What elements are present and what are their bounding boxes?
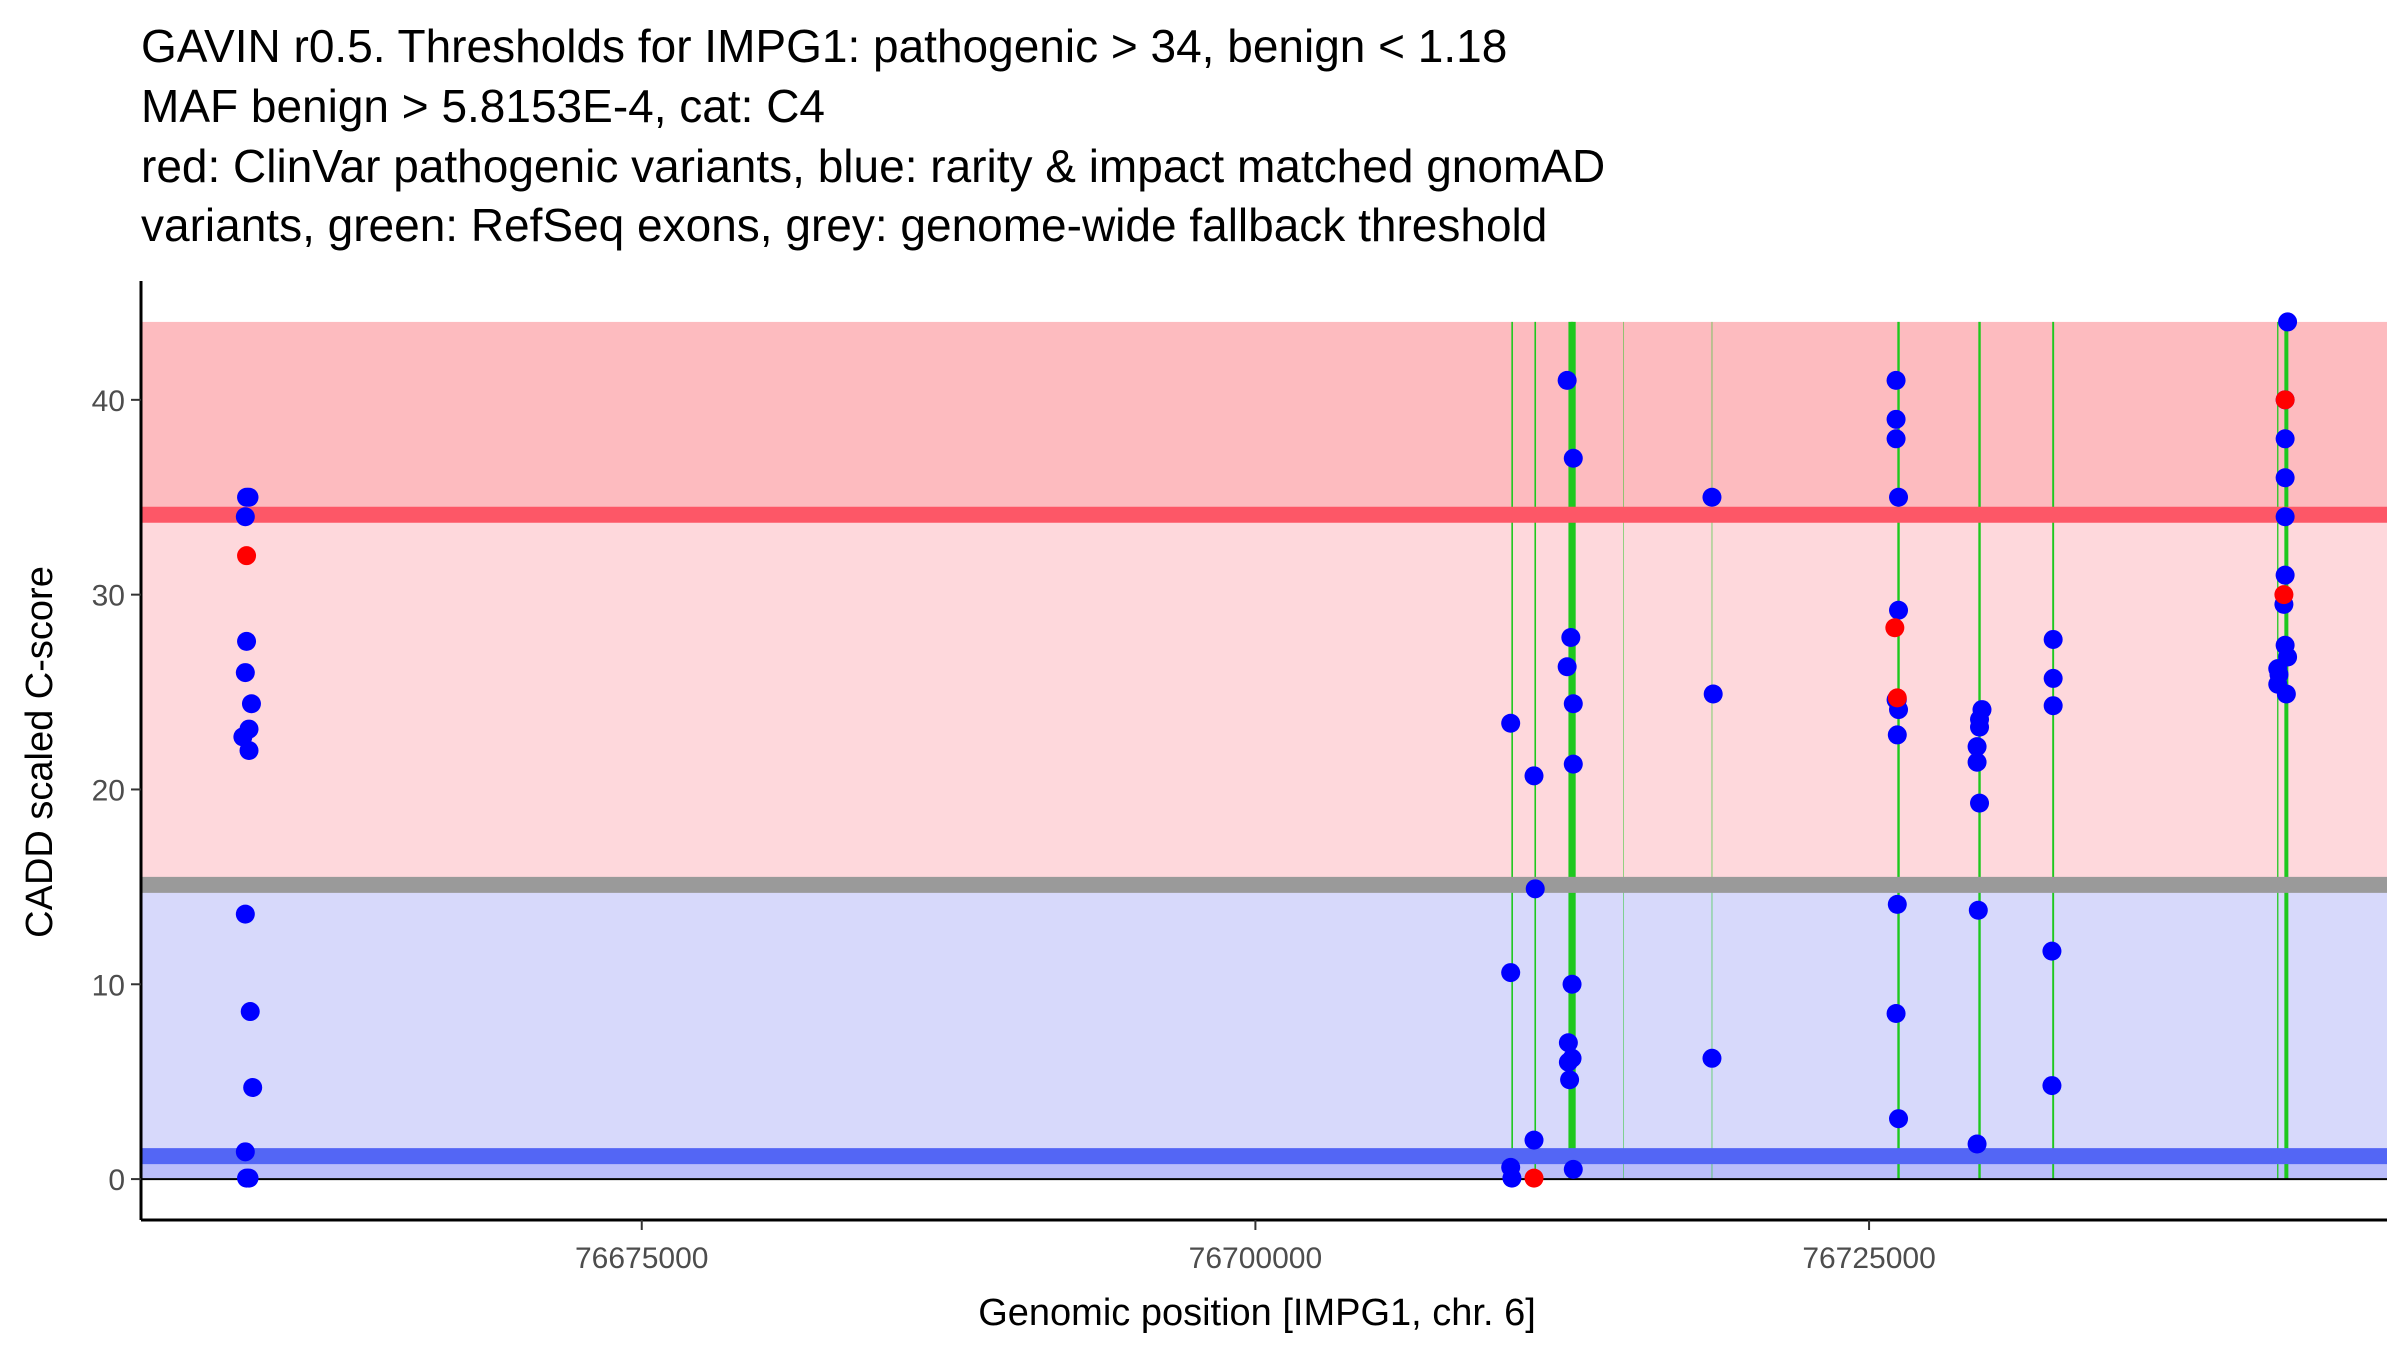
- gnomad-point: [237, 631, 257, 651]
- gnomad-point: [1702, 487, 1722, 507]
- gnomad-point: [1562, 974, 1582, 994]
- benign-zone: [141, 886, 2387, 1157]
- gnomad-point: [2042, 1076, 2062, 1096]
- gnomad-point: [1558, 1033, 1578, 1053]
- gnomad-point: [235, 507, 255, 527]
- gnomad-point: [1889, 487, 1909, 507]
- gnomad-point: [1968, 900, 1988, 920]
- gnomad-point: [1886, 1003, 1906, 1023]
- gnomad-point: [239, 741, 259, 760]
- clinvar-point: [2274, 585, 2294, 605]
- gnomad-point: [1563, 448, 1583, 468]
- gnomad-point: [1703, 684, 1723, 704]
- gnomad-point: [1525, 879, 1545, 899]
- gnomad-point: [2278, 312, 2298, 332]
- y-tick-label: 10: [92, 969, 125, 1002]
- gnomad-point: [1886, 429, 1906, 449]
- gnomad-point: [2043, 668, 2063, 688]
- gnomad-point: [1502, 1168, 1522, 1188]
- clinvar-point: [237, 546, 257, 566]
- axes: 0 10 20 30 40 76675000 76700000 76725000: [92, 281, 2387, 1275]
- gnomad-point: [1970, 717, 1990, 737]
- gnomad-point: [235, 904, 255, 924]
- gnomad-point: [2275, 429, 2295, 449]
- gnomad-point: [1562, 1048, 1582, 1068]
- pathogenic-zone: [141, 321, 2387, 517]
- gnomad-point: [1970, 793, 1990, 813]
- gnomad-point: [1967, 752, 1987, 772]
- gnomad-point: [1887, 725, 1907, 745]
- gnomad-point: [235, 1142, 255, 1162]
- gnomad-point: [2043, 629, 2063, 649]
- gnomad-point: [239, 487, 259, 507]
- gnomad-point: [1886, 370, 1906, 390]
- gnomad-point: [2042, 941, 2062, 961]
- gnomad-point: [1557, 657, 1577, 677]
- clinvar-point: [1885, 618, 1905, 638]
- gnomad-point: [1967, 1134, 1987, 1154]
- gnomad-point: [1557, 370, 1577, 390]
- threshold-lines: [141, 506, 2387, 1165]
- gnomad-point: [1886, 409, 1906, 429]
- chart-title: GAVIN r0.5. Thresholds for IMPG1: pathog…: [141, 20, 1605, 251]
- x-tick-label: 76725000: [1802, 1242, 1935, 1275]
- gnomad-point: [1501, 713, 1521, 733]
- vus-zone: [141, 516, 2387, 887]
- gnomad-point: [1889, 1109, 1909, 1129]
- gnomad-point: [1889, 600, 1909, 620]
- x-axis-title: Genomic position [IMPG1, chr. 6]: [978, 1292, 1536, 1334]
- gnomad-point: [1563, 694, 1583, 714]
- clinvar-point: [2275, 390, 2295, 410]
- title-line-4: variants, green: RefSeq exons, grey: gen…: [141, 199, 1547, 251]
- y-tick-label: 20: [92, 774, 125, 807]
- clinvar-point: [1524, 1168, 1544, 1188]
- y-tick-label: 40: [92, 385, 125, 418]
- gnomad-point: [1524, 1130, 1544, 1150]
- gnomad-point: [2276, 684, 2296, 704]
- gnomad-point: [1887, 894, 1907, 914]
- plot-background: [141, 321, 2387, 1180]
- title-line-2: MAF benign > 5.8153E-4, cat: C4: [141, 80, 825, 132]
- gnomad-point: [235, 663, 255, 683]
- gnomad-point: [1967, 737, 1987, 757]
- gnomad-point: [2275, 468, 2295, 488]
- gnomad-point: [240, 1002, 260, 1022]
- gnomad-point: [2275, 507, 2295, 527]
- x-tick-label: 76700000: [1189, 1242, 1322, 1275]
- gnomad-point: [1563, 1159, 1583, 1179]
- gnomad-point: [243, 1078, 263, 1098]
- y-tick-label: 0: [108, 1164, 125, 1197]
- title-line-3: red: ClinVar pathogenic variants, blue: …: [141, 140, 1605, 192]
- gnomad-point: [1524, 766, 1544, 786]
- y-ticks: 0 10 20 30 40: [92, 385, 141, 1197]
- gnomad-point: [2043, 696, 2063, 716]
- gnomad-point: [239, 1168, 259, 1188]
- gnomad-point: [1702, 1048, 1722, 1068]
- x-ticks: 76675000 76700000 76725000: [575, 1220, 1936, 1275]
- y-tick-label: 30: [92, 580, 125, 613]
- clinvar-point: [1887, 688, 1907, 708]
- gnomad-point: [1561, 628, 1581, 648]
- gnomad-point: [241, 694, 261, 714]
- y-axis-title: CADD scaled C-score: [19, 566, 61, 938]
- gnomad-point: [1560, 1070, 1580, 1090]
- gnomad-point: [1563, 754, 1583, 774]
- gnomad-point: [1501, 963, 1521, 983]
- title-line-1: GAVIN r0.5. Thresholds for IMPG1: pathog…: [141, 20, 1507, 72]
- x-tick-label: 76675000: [575, 1242, 708, 1275]
- gnomad-point: [2275, 565, 2295, 585]
- data-points: [233, 312, 2298, 1188]
